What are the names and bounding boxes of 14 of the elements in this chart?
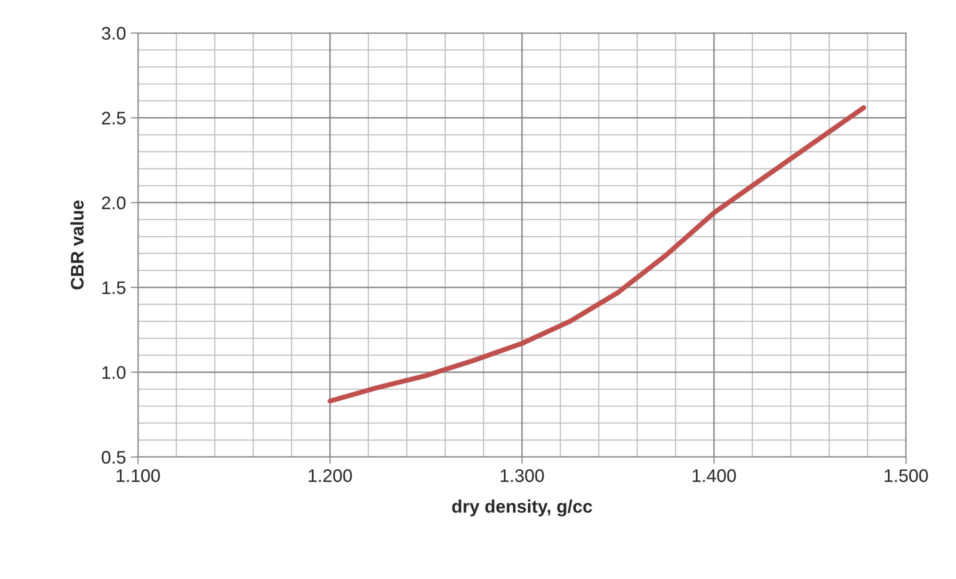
y-tick-label: 0.5 <box>102 450 126 464</box>
x-tick-label: 1.300 <box>500 469 544 482</box>
y-tick-label: 2.5 <box>102 112 126 125</box>
line-series <box>328 105 866 404</box>
x-tick-label: 1.200 <box>308 469 352 482</box>
x-axis-title: dry density, g/cc <box>452 500 592 516</box>
x-tick-label: 1.400 <box>692 469 736 482</box>
x-tick-label: 1.100 <box>116 469 160 482</box>
y-tick-label: 1.5 <box>102 282 126 294</box>
x-tick-label: 1.500 <box>884 469 928 482</box>
y-tick-label: 3.0 <box>102 26 126 40</box>
y-tick-label: 1.0 <box>102 366 126 379</box>
y-tick-label: 2.0 <box>102 196 126 210</box>
y-axis-title: CBR value <box>70 200 84 290</box>
